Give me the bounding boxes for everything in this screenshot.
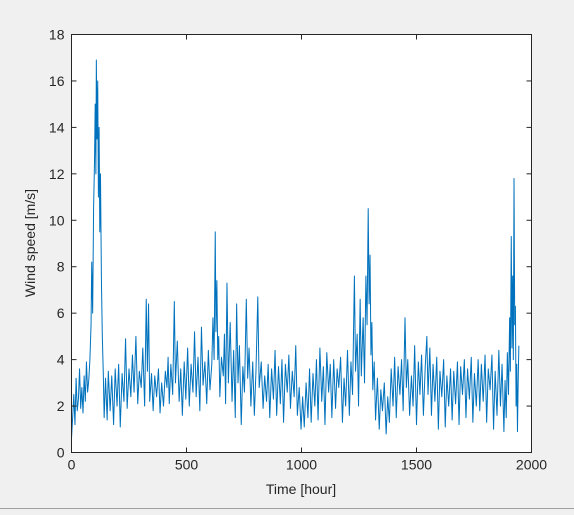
y-tick-label: 14 [49, 119, 65, 135]
x-tick-label: 500 [175, 457, 199, 473]
y-tick-label: 8 [57, 259, 65, 275]
y-axis-label: Wind speed [m/s] [22, 189, 38, 297]
wind-speed-line [71, 59, 520, 439]
y-tick-label: 0 [57, 445, 65, 461]
y-tick-label: 18 [49, 27, 65, 43]
marks [71, 59, 520, 439]
x-tick-label: 1000 [286, 457, 317, 473]
x-tick-label: 1500 [401, 457, 432, 473]
y-tick-label: 12 [49, 166, 65, 182]
x-tick-label: 2000 [516, 457, 547, 473]
x-tick-label: 0 [68, 457, 76, 473]
y-tick-label: 4 [57, 352, 65, 368]
y-tick-label: 16 [49, 73, 65, 89]
y-tick-label: 10 [49, 212, 65, 228]
y-tick-label: 6 [57, 305, 65, 321]
x-axis-label: Time [hour] [266, 481, 336, 497]
y-tick-label: 2 [57, 398, 65, 414]
